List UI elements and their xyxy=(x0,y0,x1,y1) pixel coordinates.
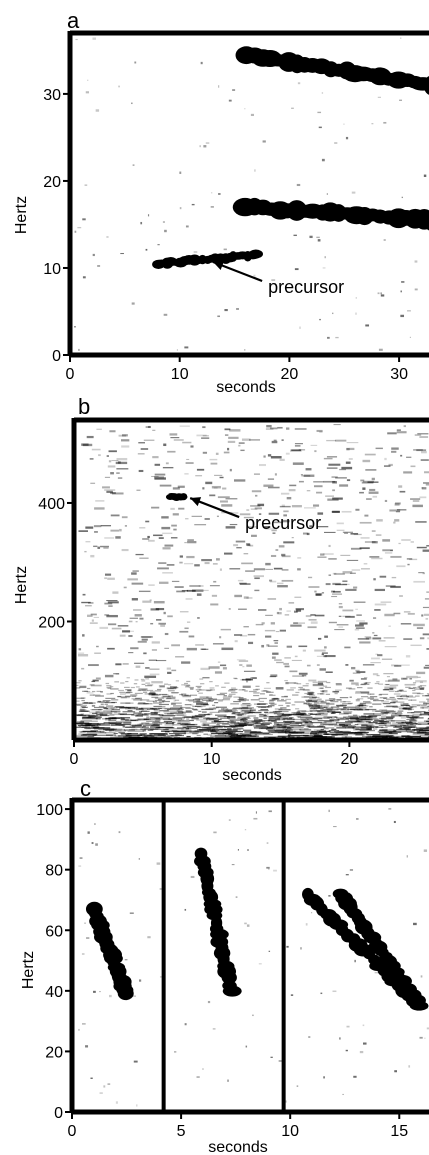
noise-band xyxy=(74,674,429,742)
y-tick-label: 0 xyxy=(54,1105,63,1122)
x-tick-label: 0 xyxy=(70,751,79,768)
y-tick-label: 80 xyxy=(45,863,63,880)
annotation-label: precursor xyxy=(268,277,344,297)
y-axis-label: Hertz xyxy=(13,566,30,604)
y-axis-label: Hertz xyxy=(20,951,37,989)
noise-texture xyxy=(78,424,429,737)
call-contour-1 xyxy=(232,197,429,231)
x-tick-label: 5 xyxy=(177,1123,186,1140)
panel-letter: c xyxy=(80,776,91,801)
annotation-0: precursor xyxy=(189,497,321,533)
x-axis-label: seconds xyxy=(222,767,282,784)
x-tick-label: 0 xyxy=(66,366,75,383)
call-contour-0 xyxy=(85,901,134,1001)
y-tick-label: 20 xyxy=(43,174,61,191)
x-tick-label: 0 xyxy=(68,1123,77,1140)
y-axis-label: Hertz xyxy=(13,196,30,234)
annotation-label: precursor xyxy=(245,513,321,533)
annotation-0: precursor xyxy=(212,260,344,297)
call-contour-2 xyxy=(235,46,429,95)
panel-b: 0 10 20 200 400 b seconds Hertz precursor xyxy=(13,394,429,784)
noise-texture xyxy=(74,37,427,351)
annotation-arrowhead xyxy=(213,261,225,271)
x-axis-label: seconds xyxy=(216,379,276,396)
x-tick-label: 15 xyxy=(390,1123,408,1140)
annotation-arrowhead xyxy=(190,497,202,507)
x-tick-label: 10 xyxy=(281,1123,299,1140)
panel-letter: b xyxy=(78,394,90,419)
precursor-contour-0 xyxy=(165,492,188,501)
panel-a: 0 10 20 30 0 10 20 30 a seconds Hertz precursor xyxy=(13,8,429,396)
call-contour-1 xyxy=(194,847,242,997)
x-tick-label: 10 xyxy=(203,751,221,768)
y-tick-label: 200 xyxy=(38,614,65,631)
x-tick-label: 10 xyxy=(171,366,189,383)
x-axis-label: seconds xyxy=(208,1139,268,1155)
y-tick-label: 60 xyxy=(45,923,63,940)
y-tick-label: 20 xyxy=(45,1044,63,1061)
y-tick-label: 0 xyxy=(52,348,61,365)
y-tick-label: 30 xyxy=(43,87,61,104)
call-contour-3 xyxy=(332,888,426,1007)
noise-texture xyxy=(78,808,429,1107)
x-tick-label: 20 xyxy=(340,751,358,768)
y-tick-label: 10 xyxy=(43,261,61,278)
y-tick-label: 400 xyxy=(38,496,65,513)
panel-letter: a xyxy=(67,8,80,33)
precursor-contour-0 xyxy=(152,249,263,270)
x-tick-label: 30 xyxy=(390,366,408,383)
y-tick-label: 100 xyxy=(36,802,63,819)
panel-c: 0 5 10 15 0 20 40 60 80 100 c seconds Hertz xyxy=(20,776,429,1155)
x-tick-label: 20 xyxy=(280,366,298,383)
y-tick-label: 40 xyxy=(45,984,63,1001)
